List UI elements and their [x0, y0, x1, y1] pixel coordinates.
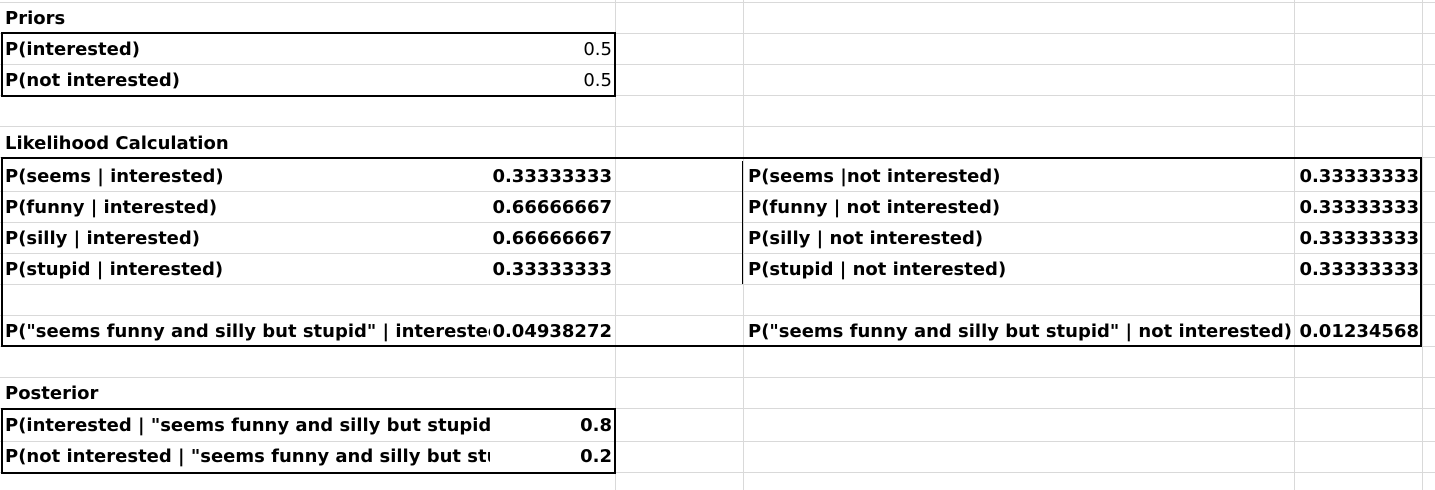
- likelihood-silly-interested-value[interactable]: 0.66666667: [492, 228, 612, 249]
- gridline: [0, 377, 1435, 378]
- likelihood-funny-not-interested-value[interactable]: 0.33333333: [1299, 197, 1419, 218]
- gridline: [743, 0, 744, 490]
- posterior-interested-value[interactable]: 0.8: [580, 415, 612, 436]
- likelihood-divider: [742, 161, 743, 284]
- likelihood-seems-not-interested-value[interactable]: 0.33333333: [1299, 166, 1419, 187]
- posterior-not-interested-label[interactable]: P(not interested | "seems funny and sill…: [5, 446, 490, 467]
- gridline: [0, 284, 1435, 285]
- prior-not-interested-label[interactable]: P(not interested): [5, 70, 180, 91]
- likelihood-seems-interested-label[interactable]: P(seems | interested): [5, 166, 224, 187]
- gridline: [0, 64, 1435, 65]
- gridline: [615, 0, 616, 490]
- gridline: [0, 191, 1435, 192]
- gridline: [0, 253, 1435, 254]
- likelihood-funny-interested-label[interactable]: P(funny | interested): [5, 197, 218, 218]
- likelihood-seems-not-interested-label[interactable]: P(seems |not interested): [748, 166, 1001, 187]
- likelihood-total-interested-value[interactable]: 0.04938272: [492, 321, 612, 342]
- likelihood-heading[interactable]: Likelihood Calculation: [5, 133, 229, 154]
- prior-interested-value[interactable]: 0.5: [583, 39, 612, 60]
- gridline: [0, 33, 1435, 34]
- posterior-not-interested-value[interactable]: 0.2: [580, 446, 612, 467]
- gridline: [0, 2, 1435, 3]
- likelihood-total-interested-label[interactable]: P("seems funny and silly but stupid" | i…: [5, 321, 490, 342]
- likelihood-funny-not-interested-label[interactable]: P(funny | not interested): [748, 197, 1001, 218]
- likelihood-funny-interested-value[interactable]: 0.66666667: [492, 197, 612, 218]
- priors-heading[interactable]: Priors: [5, 8, 66, 29]
- posterior-heading[interactable]: Posterior: [5, 383, 99, 404]
- likelihood-stupid-interested-value[interactable]: 0.33333333: [492, 259, 612, 280]
- gridline: [0, 408, 1435, 409]
- likelihood-stupid-not-interested-value[interactable]: 0.33333333: [1299, 259, 1419, 280]
- likelihood-total-not-interested-value[interactable]: 0.01234568: [1299, 321, 1419, 342]
- prior-interested-label[interactable]: P(interested): [5, 39, 140, 60]
- likelihood-seems-interested-value[interactable]: 0.33333333: [492, 166, 612, 187]
- gridline: [0, 472, 1435, 473]
- gridline: [0, 126, 1435, 127]
- likelihood-total-not-interested-label[interactable]: P("seems funny and silly but stupid" | n…: [748, 321, 1292, 342]
- likelihood-stupid-not-interested-label[interactable]: P(stupid | not interested): [748, 259, 1007, 280]
- gridline: [1422, 0, 1423, 490]
- likelihood-stupid-interested-label[interactable]: P(stupid | interested): [5, 259, 224, 280]
- likelihood-silly-not-interested-value[interactable]: 0.33333333: [1299, 228, 1419, 249]
- gridline: [0, 441, 1435, 442]
- gridline: [1294, 0, 1295, 490]
- likelihood-silly-not-interested-label[interactable]: P(silly | not interested): [748, 228, 984, 249]
- posterior-interested-label[interactable]: P(interested | "seems funny and silly bu…: [5, 415, 490, 436]
- gridline: [0, 95, 1435, 96]
- gridline: [0, 315, 1435, 316]
- gridline: [0, 222, 1435, 223]
- likelihood-silly-interested-label[interactable]: P(silly | interested): [5, 228, 201, 249]
- prior-not-interested-value[interactable]: 0.5: [583, 70, 612, 91]
